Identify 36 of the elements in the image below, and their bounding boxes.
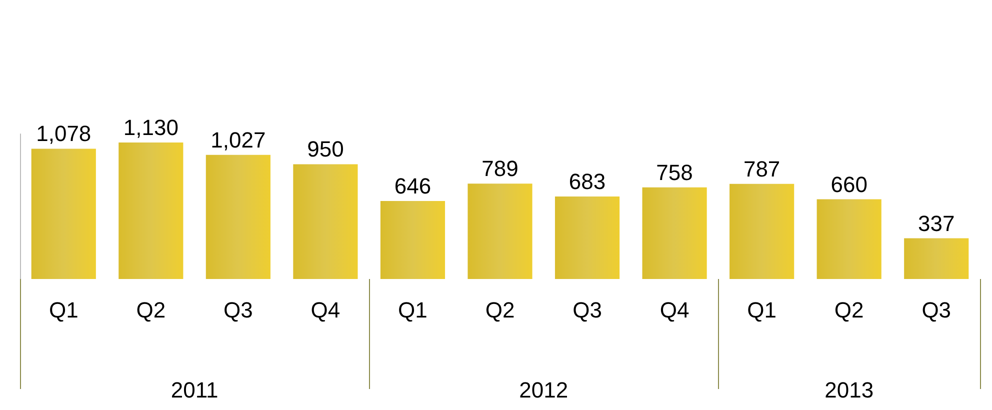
x-tick-label: Q4 xyxy=(660,298,690,322)
bar xyxy=(468,184,532,279)
bar xyxy=(554,196,620,279)
bar xyxy=(642,187,707,279)
data-label: 646 xyxy=(394,173,432,198)
x-tick-label: Q1 xyxy=(398,298,428,322)
data-label: 660 xyxy=(830,172,868,197)
data-label: 1,078 xyxy=(36,121,92,146)
data-label: 1,027 xyxy=(210,127,266,152)
bar xyxy=(904,238,969,279)
bar xyxy=(118,142,184,279)
x-tick-label: Q1 xyxy=(48,298,78,322)
data-label: 787 xyxy=(743,156,780,182)
data-label: 758 xyxy=(656,160,693,185)
bar xyxy=(293,164,358,279)
data-label: 337 xyxy=(918,210,955,236)
text: 2011 xyxy=(170,378,218,402)
x-tick-label: Q1 xyxy=(747,298,776,322)
x-tick-label: Q2 xyxy=(485,298,515,322)
bar xyxy=(31,148,96,279)
x-tick-label: Q2 xyxy=(834,298,864,322)
bar xyxy=(816,199,882,279)
x-tick-label: Q2 xyxy=(136,298,166,322)
bar xyxy=(730,184,794,279)
data-label: 1,130 xyxy=(123,114,178,140)
x-tick-label: Q4 xyxy=(310,298,340,322)
bar xyxy=(206,154,270,279)
x-tick-label: Q3 xyxy=(572,298,602,322)
data-label: 789 xyxy=(482,156,518,182)
x-tick-label: Q3 xyxy=(922,298,952,322)
text: 2012 xyxy=(519,378,568,402)
data-label: 683 xyxy=(568,168,606,194)
text: 2013 xyxy=(824,378,874,402)
x-tick-label: Q3 xyxy=(224,298,253,322)
bar xyxy=(380,200,446,279)
data-label: 950 xyxy=(307,136,344,162)
